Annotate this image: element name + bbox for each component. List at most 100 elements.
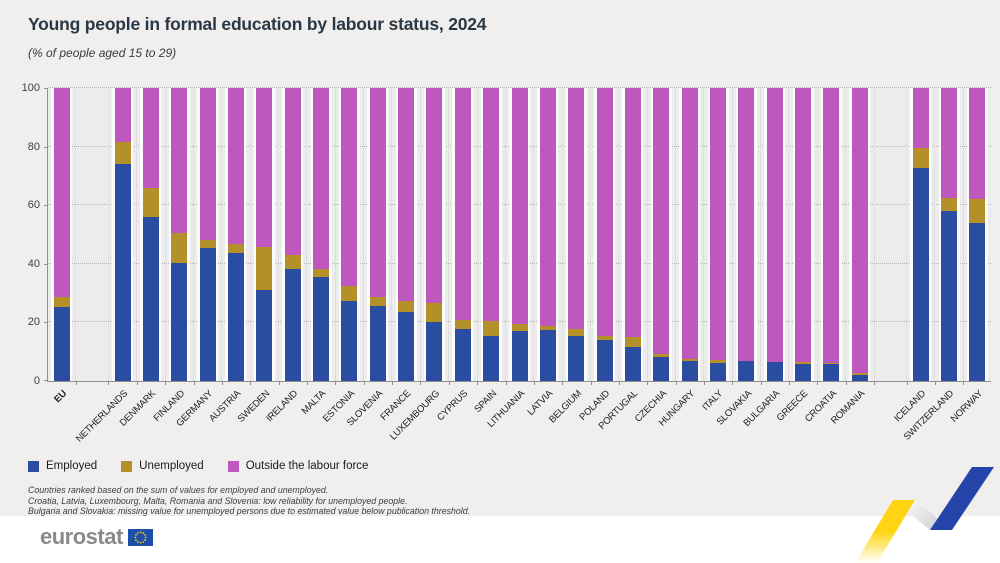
bar-slot-estonia	[336, 88, 365, 381]
bar-slot-poland	[591, 88, 620, 381]
x-tick	[534, 381, 535, 385]
segment-employed	[738, 360, 755, 381]
x-tick	[907, 381, 908, 385]
x-tick	[935, 381, 936, 385]
segment-unemployed	[227, 244, 244, 254]
legend-item-employed: Employed	[28, 460, 97, 472]
stacked-bar-norway	[969, 88, 986, 381]
bar-slot-bulgaria	[761, 88, 790, 381]
x-tick	[392, 381, 393, 385]
bar-slot-denmark	[137, 88, 166, 381]
legend-item-outside-the-labour-force: Outside the labour force	[227, 460, 369, 472]
bar-slot-hungary	[676, 88, 705, 381]
x-tick	[562, 381, 563, 385]
footnotes: Countries ranked based on the sum of val…	[28, 485, 470, 517]
segment-employed	[568, 335, 585, 381]
bar-slots	[48, 88, 991, 381]
segment-outside	[284, 88, 301, 256]
y-tick-60	[44, 205, 48, 207]
segment-unemployed	[483, 320, 500, 336]
stacked-bar-iceland	[912, 88, 929, 381]
segment-outside	[568, 88, 585, 329]
segment-employed	[511, 331, 528, 381]
segment-employed	[454, 328, 471, 381]
segment-unemployed	[851, 373, 868, 375]
stacked-bar-netherlands	[114, 88, 131, 381]
segment-unemployed	[256, 247, 273, 291]
segment-employed	[795, 364, 812, 381]
group-gap	[76, 88, 109, 381]
x-tick	[307, 381, 308, 385]
stacked-bar-slovakia	[738, 88, 755, 381]
legend-swatch-icon	[28, 460, 39, 472]
y-tick-0	[44, 380, 48, 381]
x-tick	[76, 381, 77, 385]
segment-employed	[284, 268, 301, 381]
x-tick	[619, 381, 620, 385]
stacked-bar-italy	[710, 88, 727, 381]
segment-outside	[313, 88, 330, 269]
y-axis-label-0: 0	[33, 375, 40, 387]
segment-unemployed	[313, 268, 330, 278]
segment-unemployed	[568, 328, 585, 336]
segment-employed	[199, 247, 216, 381]
segment-employed	[483, 335, 500, 381]
x-tick	[420, 381, 421, 385]
bar-slot-croatia	[818, 88, 847, 381]
segment-employed	[766, 361, 783, 381]
segment-employed	[369, 305, 386, 381]
segment-outside	[738, 88, 755, 361]
x-tick	[647, 381, 648, 385]
stacked-bar-cyprus	[454, 88, 471, 381]
stacked-bar-austria	[227, 88, 244, 381]
bar-slot-latvia	[534, 88, 563, 381]
segment-unemployed	[341, 286, 358, 302]
stacked-bar-france	[398, 88, 415, 381]
bar-slot-spain	[478, 88, 506, 381]
x-tick	[250, 381, 251, 385]
segment-outside	[53, 88, 70, 298]
bar-slot-ireland	[279, 88, 308, 381]
segment-outside	[227, 88, 244, 245]
segment-unemployed	[369, 296, 386, 306]
segment-employed	[256, 290, 273, 381]
legend-swatch-icon	[227, 460, 239, 472]
stacked-bar-bulgaria	[766, 88, 783, 381]
segment-outside	[912, 88, 929, 148]
segment-unemployed	[539, 325, 556, 331]
segment-outside	[341, 88, 358, 287]
segment-employed	[912, 167, 929, 381]
segment-outside	[256, 88, 273, 248]
x-tick	[846, 381, 847, 385]
stacked-bar-malta	[313, 88, 330, 381]
legend-label: Outside the labour force	[245, 460, 369, 472]
bar-slot-romania	[846, 88, 875, 381]
chart-title: Young people in formal education by labo…	[28, 14, 487, 34]
x-tick	[477, 381, 478, 385]
bar-slot-sweden	[251, 88, 279, 381]
stacked-bar-croatia	[823, 88, 840, 381]
segment-unemployed	[53, 297, 70, 307]
segment-employed	[624, 347, 641, 381]
bar-slot-eu	[48, 88, 77, 381]
stacked-bar-latvia	[539, 88, 556, 381]
segment-employed	[681, 360, 698, 381]
segment-employed	[53, 306, 70, 381]
bar-slot-malta	[307, 88, 336, 381]
eurostat-logo-text: eurostat	[40, 524, 123, 549]
group-gap	[875, 88, 907, 381]
bar-slot-czechia	[648, 88, 677, 381]
segment-outside	[426, 88, 443, 303]
segment-unemployed	[710, 359, 727, 364]
segment-unemployed	[114, 142, 131, 164]
y-axis-label-60: 60	[27, 199, 40, 212]
x-tick	[874, 381, 875, 385]
stacked-bar-hungary	[681, 88, 698, 381]
segment-employed	[539, 330, 556, 381]
stacked-bar-germany	[199, 88, 216, 381]
segment-outside	[511, 88, 528, 324]
bar-slot-france	[392, 88, 421, 381]
segment-outside	[369, 88, 386, 297]
x-tick	[591, 381, 592, 385]
y-tick-20	[44, 322, 48, 324]
